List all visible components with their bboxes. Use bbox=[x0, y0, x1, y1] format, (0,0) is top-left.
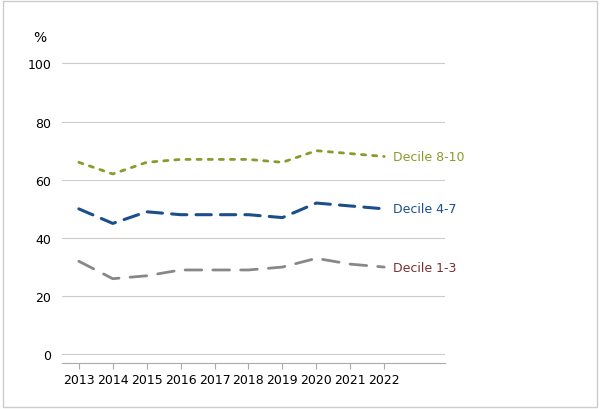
Text: Decile 1-3: Decile 1-3 bbox=[392, 261, 456, 274]
Text: %: % bbox=[33, 31, 46, 45]
Text: Decile 8-10: Decile 8-10 bbox=[392, 151, 464, 164]
Text: Decile 4-7: Decile 4-7 bbox=[392, 203, 456, 216]
